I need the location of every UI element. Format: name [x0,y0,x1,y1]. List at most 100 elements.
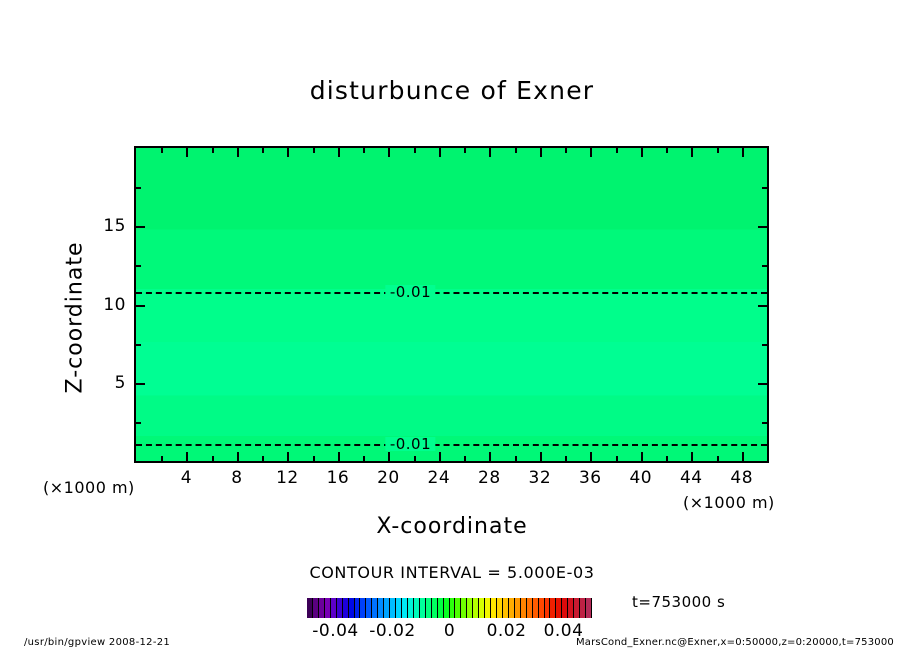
x-axis-tick [565,148,568,153]
contour-label: -0.01 [385,435,436,453]
colorbar-swatch [491,598,497,618]
x-axis-tick [413,148,416,153]
x-axis-tick [388,452,391,461]
footer-source-label: MarsCond_Exner.nc@Exner,x=0:50000,z=0:20… [575,637,894,648]
x-axis-tick [539,452,542,461]
colorbar-swatch [455,598,462,618]
colorbar-swatch [461,598,468,618]
x-axis-tick [363,456,366,461]
colorbar-swatch [307,598,313,618]
colorbar-swatch [413,598,420,618]
colorbar-swatch [407,598,414,618]
x-axis-tick [262,148,265,153]
x-axis-tick [262,456,265,461]
x-tick-label: 8 [231,468,243,488]
colorbar-swatch [312,598,319,618]
colorbar-swatch [538,598,545,618]
x-axis-tick [767,456,769,461]
x-axis-tick [211,456,214,461]
x-tick-label: 48 [730,468,754,488]
colorbar-swatch [366,598,373,618]
x-axis-tick [741,452,744,461]
x-tick-label: 40 [629,468,653,488]
x-axis-tick [514,148,517,153]
colorbar-tick-label: 0 [443,621,456,641]
x-axis-tick [236,452,239,461]
footer-command-label: /usr/bin/gpview 2008-12-21 [24,637,171,648]
x-tick-label: 20 [377,468,400,488]
x-axis-tick [615,456,618,461]
colorbar-swatch [443,598,450,618]
colorbar-swatch [431,598,438,618]
colorbar-tick-label: 0.04 [543,621,584,641]
x-tick-label: 12 [276,468,299,488]
x-axis-tick [716,456,719,461]
colorbar-swatch [467,598,474,618]
x-axis-tick [615,148,618,153]
x-tick-label: 4 [180,468,193,488]
colorbar-tick-label: 0.02 [486,621,527,641]
y-axis-tick [136,343,141,346]
y-axis-tick [136,265,141,268]
x-axis-tick [337,452,340,461]
x-axis-title: X-coordinate [376,514,528,539]
y-axis-tick [758,382,767,385]
x-axis-tick [438,148,441,157]
x-axis-tick [186,148,189,157]
y-axis-tick [758,226,767,229]
contour-fill-field [136,148,767,461]
time-label: t=753000 s [632,593,726,611]
colorbar-swatch [514,598,521,618]
y-axis-tick [136,382,145,385]
colorbar-swatch [396,598,402,618]
colorbar-swatch [497,598,503,618]
x-axis-tick [666,148,669,153]
colorbar [307,598,592,618]
x-axis-tick [640,452,643,461]
x-axis-tick [489,452,492,461]
x-axis-tick [590,452,593,461]
x-axis-tick [312,148,315,153]
page-title: disturbunce of Exner [309,76,595,105]
y-tick-label: 15 [103,216,126,237]
x-axis-tick [539,148,542,157]
x-tick-label: 44 [679,468,703,488]
x-axis-tick [489,148,492,157]
x-axis-tick [161,456,164,461]
x-axis-tick [211,148,214,153]
colorbar-swatch [508,598,515,618]
x-tick-label: 16 [326,468,350,488]
y-axis-tick [136,187,141,190]
y-axis-tick [136,421,141,424]
x-axis-tick [363,148,366,153]
y-axis-tick [762,187,767,190]
x-axis-tick [161,148,164,153]
x-axis-tick [565,456,568,461]
x-axis-tick [767,148,769,153]
colorbar-swatch [568,598,575,618]
y-axis-tick [758,304,767,307]
colorbar-swatch [556,598,563,618]
colorbar-swatch [354,598,361,618]
x-axis-tick [464,456,467,461]
x-axis-unit-label: (×1000 m) [683,493,775,512]
colorbar-swatch [384,598,391,618]
colorbar-swatch [574,598,581,618]
y-axis-tick [762,421,767,424]
colorbar-swatch [425,598,432,618]
colorbar-swatch [473,598,480,618]
x-axis-tick [716,148,719,153]
colorbar-swatch [544,598,551,618]
x-tick-label: 28 [478,468,501,488]
y-axis-tick [136,304,145,307]
x-tick-label: 32 [528,468,552,488]
colorbar-swatch [390,598,397,618]
x-axis-tick [590,148,593,157]
colorbar-tick-label: -0.04 [312,621,359,641]
x-axis-tick [464,148,467,153]
colorbar-swatch [520,598,527,618]
colorbar-swatch [360,598,367,618]
colorbar-swatch [342,598,349,618]
colorbar-swatch [562,598,569,618]
colorbar-swatch [324,598,331,618]
